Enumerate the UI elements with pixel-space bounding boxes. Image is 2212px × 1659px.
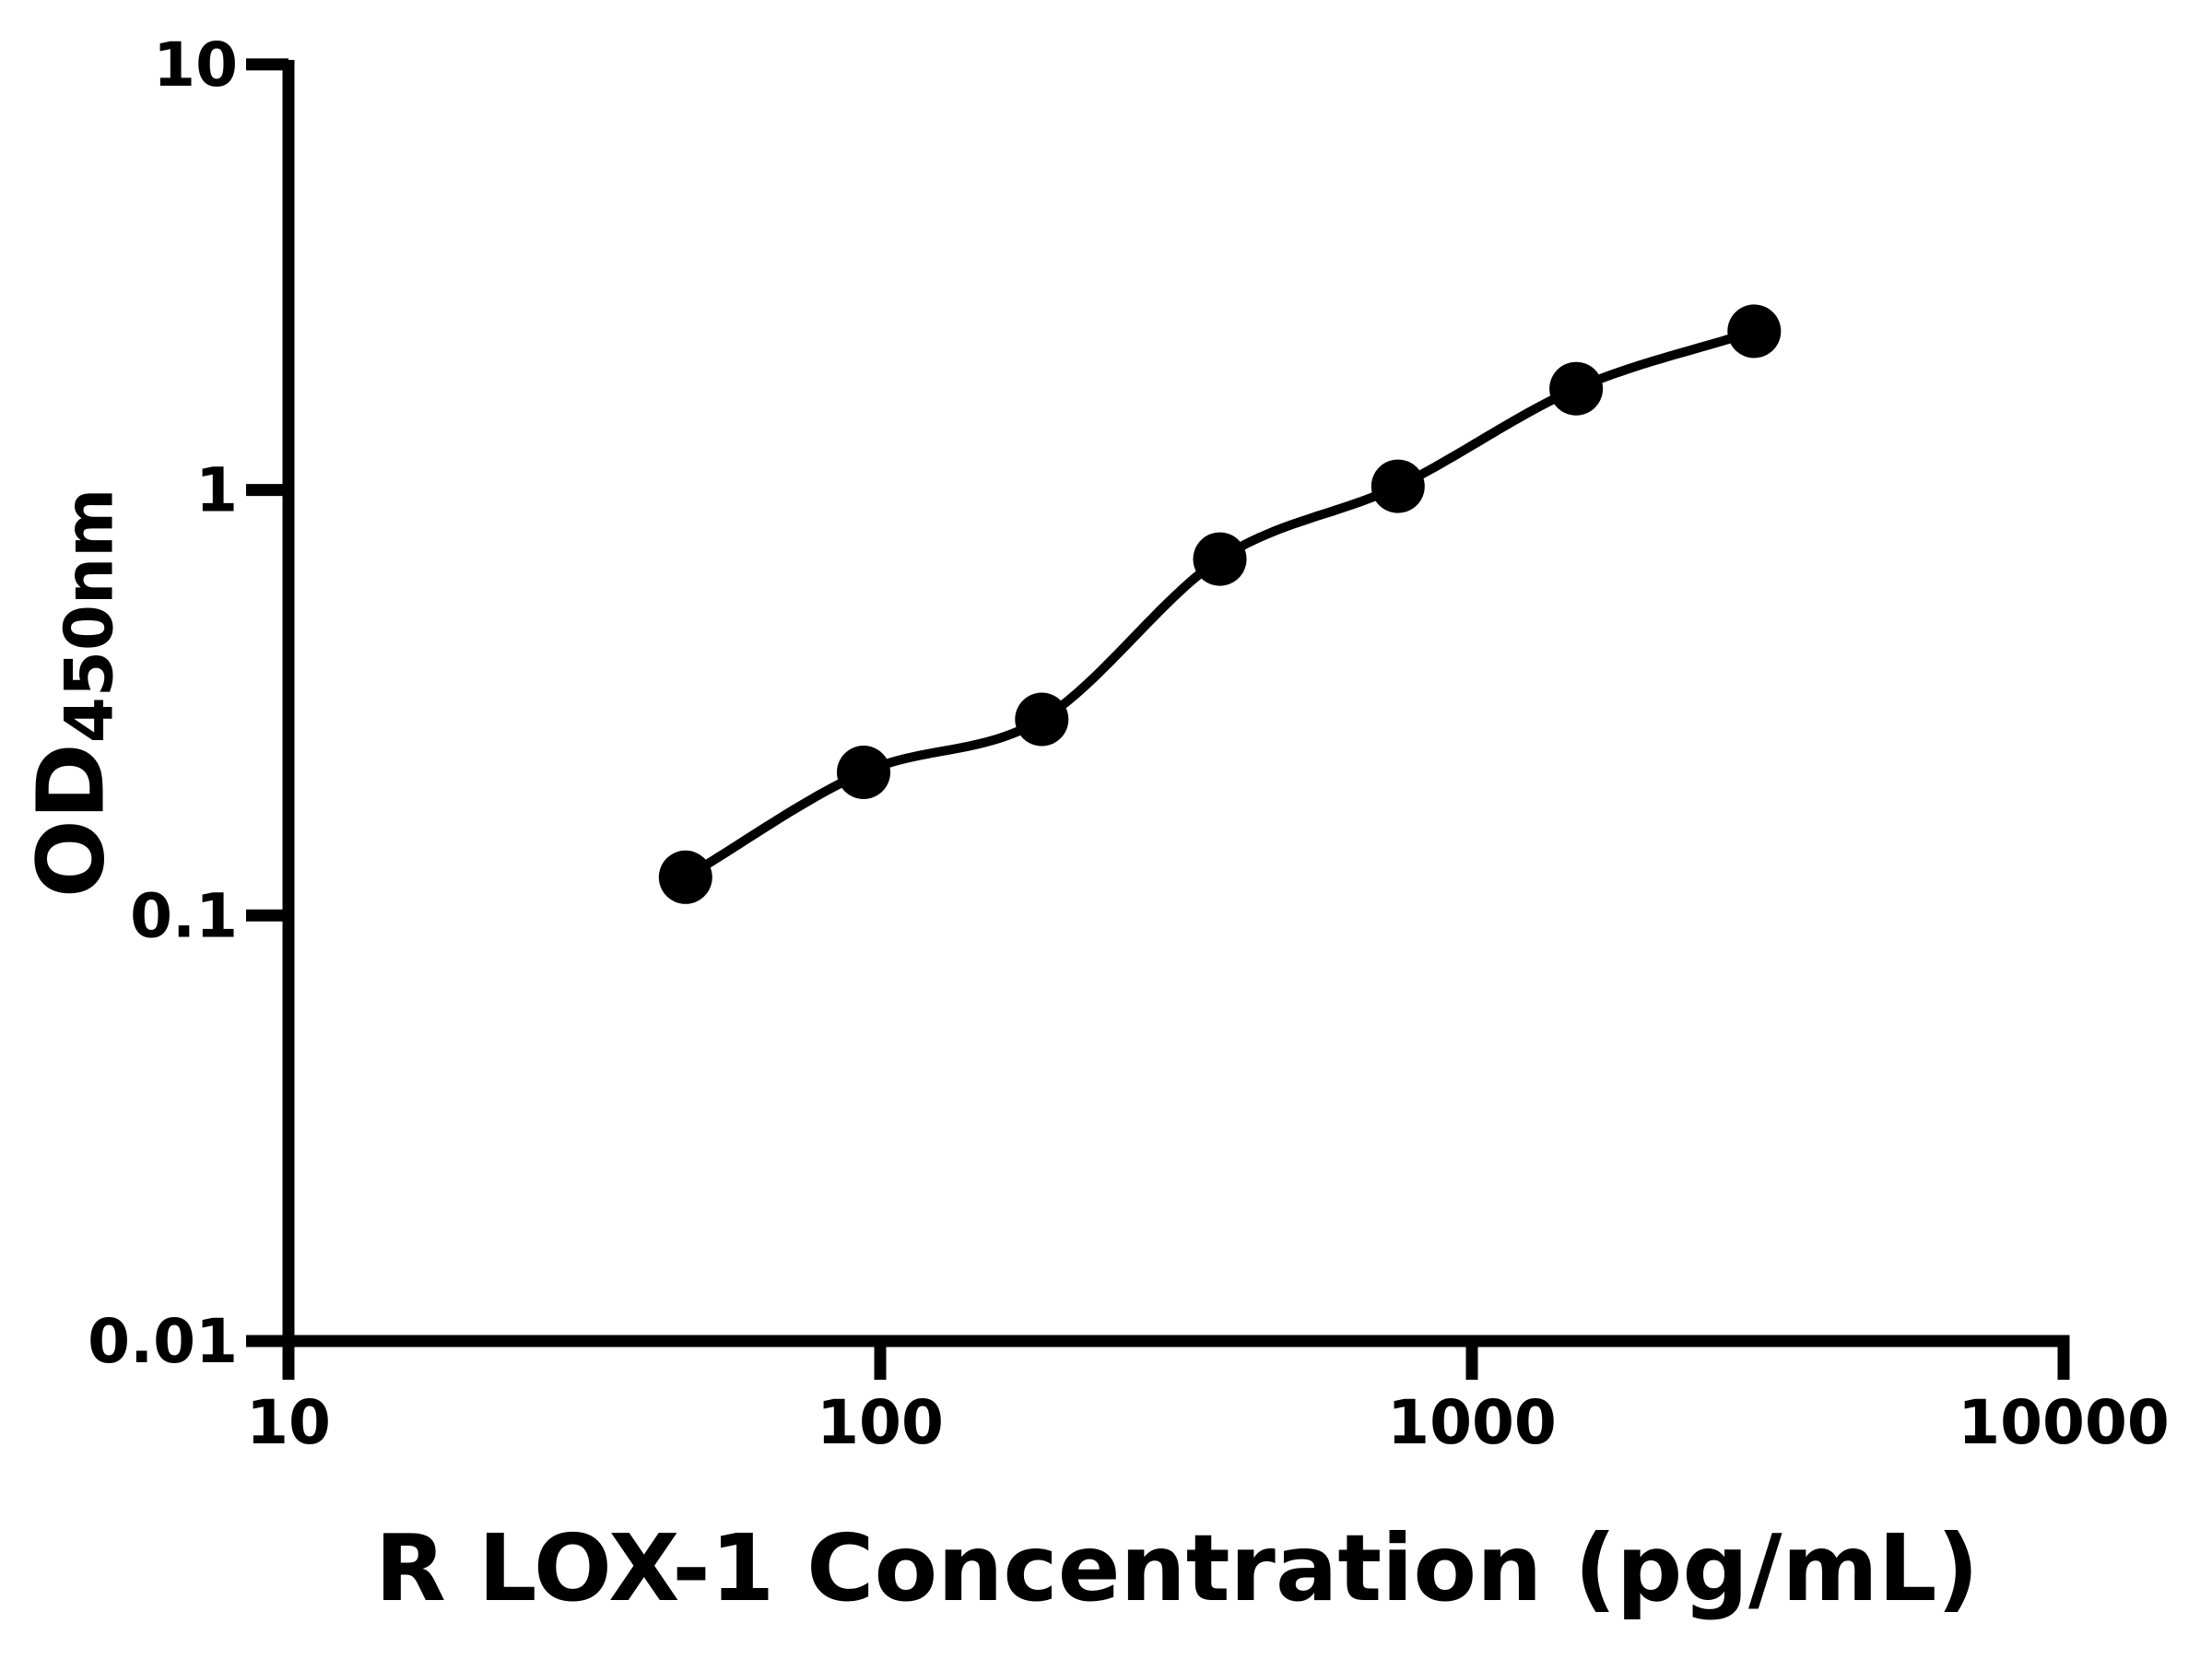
- tick-labels: 10 100 1000 10000 10 1 0.1 0.01: [88, 29, 2170, 1458]
- fit-curve-line: [683, 326, 1756, 882]
- data-point: [1727, 304, 1782, 359]
- data-point: [658, 850, 712, 904]
- x-axis-title: R LOX-1 Concentration (pg/mL): [374, 1514, 1980, 1622]
- data-point: [1549, 361, 1604, 416]
- data-points: [658, 304, 1782, 904]
- y-axis-title-main: OD: [17, 743, 125, 899]
- y-tick-label: 0.01: [88, 1306, 238, 1377]
- data-point: [1015, 692, 1069, 747]
- x-tick-label: 1000: [1387, 1387, 1557, 1458]
- y-axis-title-subscript: 450nm: [50, 488, 128, 744]
- y-tick-label: 10: [153, 29, 238, 100]
- x-tick-label: 10000: [1958, 1387, 2170, 1458]
- data-point: [1193, 532, 1247, 586]
- y-axis-title: OD450nm: [18, 488, 128, 899]
- y-tick-label: 0.1: [130, 880, 238, 951]
- x-tick-label: 10: [246, 1387, 331, 1458]
- data-point: [837, 746, 890, 799]
- axes: [282, 60, 2070, 1347]
- data-point: [1371, 459, 1425, 513]
- axis-ticks: [246, 58, 2070, 1380]
- x-tick-label: 100: [817, 1387, 944, 1458]
- y-tick-label: 1: [195, 455, 238, 526]
